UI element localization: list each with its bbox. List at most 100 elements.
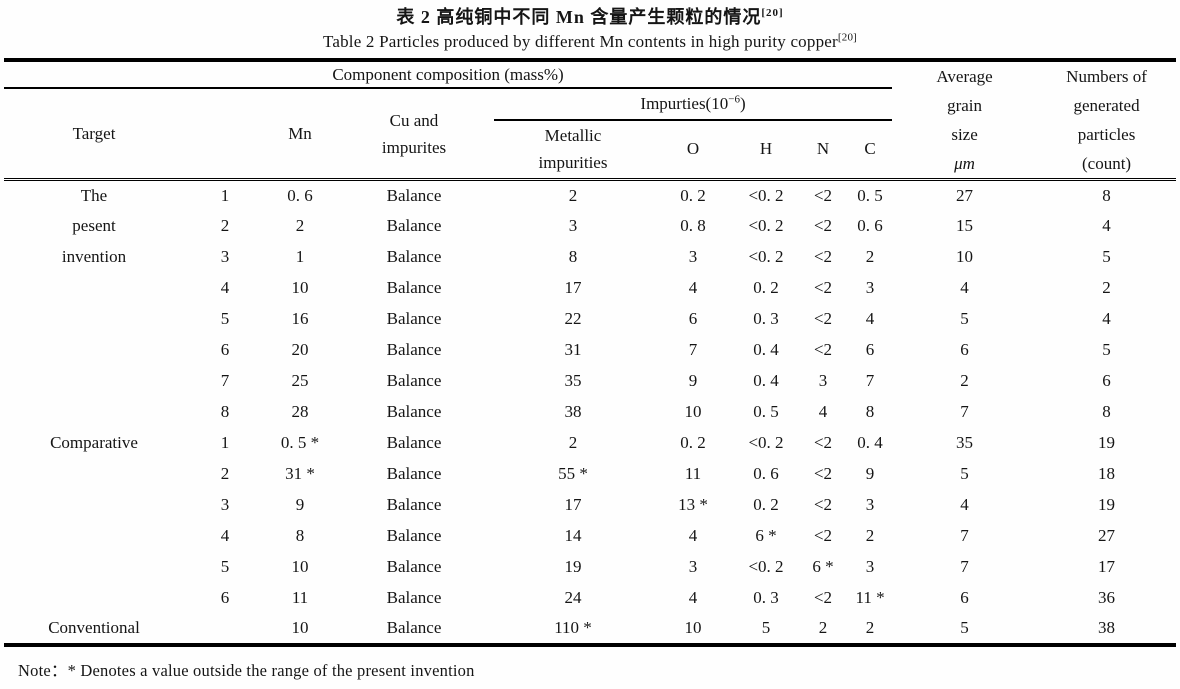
header-particles-line-2: generated	[1073, 96, 1140, 115]
cell-cu: Balance	[386, 278, 442, 297]
cell-cu: Balance	[386, 495, 442, 514]
header-carbon: C	[848, 119, 893, 181]
cell-no: 8	[220, 402, 230, 421]
cell-c: 2	[865, 247, 875, 266]
header-particles-line-3: particles	[1077, 125, 1136, 144]
header-impurities-close: )	[739, 93, 746, 113]
cell-c: 0. 6	[857, 216, 883, 235]
cell-metallic: 17	[564, 278, 582, 297]
header-grain-unit: μm	[954, 154, 975, 173]
cell-target	[4, 521, 184, 552]
cell-cu: Balance	[386, 309, 442, 328]
header-cu-line-1: Cu and	[389, 110, 439, 130]
header-metallic-impurities: Metallic impurities	[494, 119, 652, 181]
cell-mn: 28	[291, 402, 309, 421]
cell-metallic: 35	[564, 371, 582, 390]
cell-metallic: 55 *	[558, 464, 588, 483]
cell-mn: 9	[295, 495, 305, 514]
cell-c: 3	[865, 557, 875, 576]
cell-count: 18	[1098, 464, 1116, 483]
header-hydrogen: H	[734, 119, 798, 181]
cell-c: 4	[865, 309, 875, 328]
cell-mn: 0. 5 *	[280, 433, 320, 452]
cell-cu: Balance	[386, 340, 442, 359]
cell-c: 3	[865, 495, 875, 514]
cell-h: 5	[761, 618, 771, 637]
cell-h: 6 *	[755, 526, 777, 545]
cell-n: 2	[818, 618, 828, 637]
table-row: 6 20 Balance 31 7 0. 4 <2 6 6 5	[4, 335, 1176, 366]
cell-target: The	[80, 185, 108, 205]
cell-grain: 35	[956, 433, 974, 452]
cell-grain: 15	[956, 216, 974, 235]
cell-no: 5	[220, 557, 230, 576]
header-nitrogen: N	[798, 119, 848, 181]
cell-grain: 6	[960, 340, 969, 359]
cell-cu: Balance	[386, 464, 442, 483]
cell-grain: 7	[960, 557, 969, 576]
header-grain-line-3: size	[951, 125, 978, 144]
cell-grain: 4	[960, 278, 969, 297]
table-row: pesent 2 2 Balance 3 0. 8 <0. 2 <2 0. 6 15 4	[4, 211, 1176, 242]
cell-cu: Balance	[386, 433, 442, 452]
cell-count: 2	[1102, 278, 1111, 297]
cell-c: 0. 5	[857, 185, 883, 205]
cell-target: pesent	[72, 216, 116, 235]
cell-metallic: 3	[568, 216, 578, 235]
cell-n: <2	[813, 526, 833, 545]
cell-target	[4, 583, 184, 614]
cell-h: 0. 3	[753, 309, 779, 328]
cell-no: 1	[220, 433, 230, 452]
cell-target	[4, 335, 184, 366]
table-note: Note：* Denotes a value outside the range…	[18, 660, 475, 680]
cell-c: 0. 4	[857, 433, 883, 452]
cell-o: 4	[688, 278, 698, 297]
cell-c: 2	[865, 526, 875, 545]
cell-cu: Balance	[386, 618, 442, 637]
caption-english-text: Table 2 Particles produced by different …	[322, 32, 838, 51]
cell-n: <2	[813, 433, 833, 452]
cell-o: 0. 2	[680, 185, 706, 205]
cell-cu: Balance	[386, 526, 442, 545]
table-row: 5 10 Balance 19 3 <0. 2 6 * 3 7 17	[4, 552, 1176, 583]
header-grain-line-1: Average	[936, 67, 993, 86]
cell-grain: 10	[956, 247, 974, 266]
cell-n: <2	[813, 185, 833, 205]
cell-mn: 16	[291, 309, 309, 328]
cell-grain: 5	[960, 464, 969, 483]
cell-h: <0. 2	[748, 557, 784, 576]
cell-cu: Balance	[386, 247, 442, 266]
cell-count: 4	[1102, 309, 1111, 328]
cell-count: 27	[1098, 526, 1116, 545]
cell-metallic: 38	[564, 402, 582, 421]
cell-no: 6	[220, 588, 230, 607]
cell-h: 0. 2	[753, 278, 779, 297]
cell-h: <0. 2	[748, 247, 784, 266]
cell-mn: 8	[295, 526, 305, 545]
cell-mn: 1	[295, 247, 305, 266]
cell-target: Comparative	[50, 433, 138, 452]
header-impurities: Impurties(10−6)	[494, 88, 893, 121]
cell-count: 5	[1102, 247, 1111, 266]
cell-count: 38	[1098, 618, 1116, 637]
cell-h: <0. 2	[748, 433, 784, 452]
cell-mn: 10	[291, 618, 309, 637]
table-row: 2 31 * Balance 55 * 11 0. 6 <2 9 5 18	[4, 459, 1176, 490]
caption-english: Table 2 Particles produced by different …	[0, 29, 1180, 55]
caption-chinese-ref: [20]	[761, 7, 784, 19]
cell-o: 11	[684, 464, 702, 483]
cell-target: Conventional	[48, 618, 140, 637]
cell-count: 19	[1098, 433, 1116, 452]
cell-target	[4, 366, 184, 397]
cell-no: 1	[220, 185, 230, 205]
table-row: Conventional 10 Balance 110 * 10 5 2 2 5 38	[4, 614, 1176, 645]
table-row: 6 11 Balance 24 4 0. 3 <2 11 * 6 36	[4, 583, 1176, 614]
cell-target	[4, 397, 184, 428]
data-table: Component composition (mass%) Average gr…	[4, 58, 1177, 647]
header-target: Target	[4, 88, 184, 181]
cell-metallic: 110 *	[554, 618, 592, 637]
cell-no: 3	[220, 495, 230, 514]
header-row-bottom: Metallic impurities O H N C	[4, 119, 1176, 181]
cell-grain: 7	[960, 526, 969, 545]
cell-target	[4, 552, 184, 583]
